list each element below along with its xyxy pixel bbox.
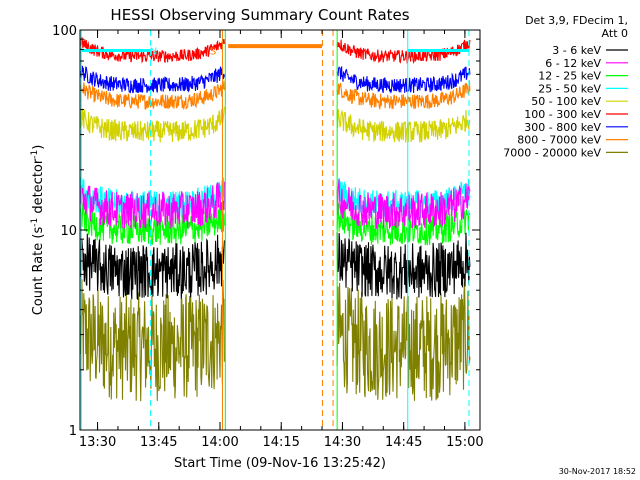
x-tick-label-3: 14:00 <box>201 435 238 450</box>
series-line-6-12-kev-1 <box>79 181 225 229</box>
x-tick-label-2: 13:45 <box>140 435 177 450</box>
legend-label-50-100-kev: 50 - 100 keV <box>531 95 601 108</box>
series-line-50-100-kev-2 <box>336 109 471 143</box>
series-line-100-300-kev-1 <box>79 36 225 64</box>
legend-label-7000-20000-kev: 7000 - 20000 keV <box>503 146 601 159</box>
y-tick-label-1: 1 <box>69 424 77 439</box>
event-markers <box>80 30 470 430</box>
series-line-6-12-kev-2 <box>336 179 471 230</box>
x-tick-label-4: 14:15 <box>262 435 299 450</box>
legend-label-800-7000-kev: 800 - 7000 keV <box>517 134 601 147</box>
y-axis-label-main: Count Rate (s <box>31 227 46 316</box>
legend-header-line-1: Det 3,9, FDecim 1, <box>525 14 628 27</box>
series-line-3-6-kev-2 <box>336 232 471 300</box>
flag-label-n: N <box>150 46 157 57</box>
y-axis-label-sup1: -1 <box>30 218 40 227</box>
y-axis-label: Count Rate (s-1 detector-1) <box>30 145 46 316</box>
series-line-3-6-kev-1 <box>79 233 225 300</box>
y-tick-label-3: 100 <box>52 24 77 39</box>
series-line-800-7000-kev-2 <box>336 80 471 111</box>
series-line-12-25-kev-2 <box>336 203 471 246</box>
series-line-7000-20000-kev-2 <box>336 282 471 401</box>
legend-label-6-12-kev: 6 - 12 keV <box>545 57 601 70</box>
y-tick-label-2: 10 <box>60 224 77 239</box>
flag-label-s: S <box>210 46 216 57</box>
chart-title: HESSI Observing Summary Count Rates <box>110 6 409 24</box>
legend-label-25-50-kev: 25 - 50 keV <box>538 82 601 95</box>
legend-header-line-2: Att 0 <box>602 27 628 40</box>
legend-label-100-300-kev: 100 - 300 keV <box>524 108 601 121</box>
series-line-50-100-kev-1 <box>79 106 225 143</box>
x-tick-label-7: 15:00 <box>446 435 483 450</box>
y-axis-label-mid: detector <box>31 158 46 218</box>
axes: 13:30 13:45 14:00 14:15 14:30 14:45 15:00 1 10 10… <box>52 24 483 450</box>
series-line-300-800-kev-1 <box>79 65 225 94</box>
x-axis-label: Start Time (09-Nov-16 13:25:42) <box>174 456 386 471</box>
legend-label-3-6-kev: 3 - 6 keV <box>552 44 601 57</box>
legend-label-300-800-kev: 300 - 800 keV <box>524 121 601 134</box>
x-tick-label-6: 14:45 <box>385 435 422 450</box>
x-tick-label-1: 13:30 <box>79 435 116 450</box>
y-axis-label-end: ) <box>31 145 46 150</box>
series-line-7000-20000-kev-1 <box>79 279 225 402</box>
series-line-800-7000-kev-1 <box>79 80 225 111</box>
series-line-300-800-kev-2 <box>336 66 471 94</box>
timestamp: 30-Nov-2017 18:52 <box>559 467 636 476</box>
legend-label-12-25-kev: 12 - 25 keV <box>538 70 601 83</box>
x-tick-label-5: 14:30 <box>324 435 361 450</box>
y-axis-label-sup2: -1 <box>30 150 40 159</box>
